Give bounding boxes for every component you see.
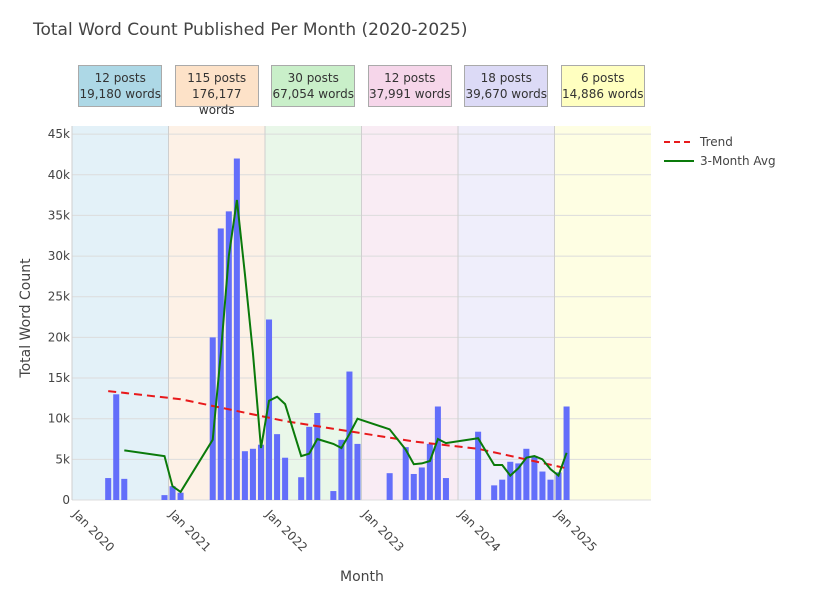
legend-avg-swatch (664, 159, 694, 162)
line-3-month-avg (124, 199, 568, 494)
legend: Trend 3-Month Avg (664, 132, 776, 170)
year-word-count: 176,177 words (191, 87, 242, 117)
year-band-2 (265, 126, 362, 500)
bar-2024-11 (539, 471, 546, 500)
bar-2020-05 (105, 478, 112, 500)
bar-2021-08 (225, 211, 232, 500)
bar-2023-08 (418, 467, 425, 500)
year-band-4 (458, 126, 555, 500)
bar-2021-11 (249, 448, 256, 500)
year-word-count: 19,180 words (79, 87, 162, 101)
y-tick-label: 25k (48, 290, 70, 304)
year-word-count: 67,054 words (272, 87, 355, 101)
legend-label-3-month-avg: 3-Month Avg (700, 153, 776, 168)
year-summary-box: 6 posts 14,886 words (560, 65, 645, 107)
bar-2023-07 (410, 473, 417, 500)
y-tick-label: 10k (48, 412, 70, 426)
chart-title: Total Word Count Published Per Month (20… (33, 20, 468, 40)
legend-trend-swatch (664, 140, 694, 143)
bar-2022-01 (266, 319, 273, 500)
bar-2024-06 (499, 479, 506, 500)
y-tick-label: 20k (48, 330, 70, 344)
bar-2021-01 (169, 486, 176, 500)
year-band-0 (72, 126, 169, 500)
bar-2022-07 (314, 413, 321, 500)
legend-item-3-month-avg[interactable]: 3-Month Avg (664, 151, 776, 170)
bar-2024-03 (475, 431, 482, 500)
bar-2022-12 (354, 443, 361, 500)
bar-2020-07 (121, 478, 128, 500)
year-summary-box: 115 posts 176,177 words (174, 65, 259, 117)
bar-2023-11 (442, 478, 449, 500)
bar-2021-02 (177, 492, 184, 500)
bar-2024-12 (547, 479, 554, 500)
bar-2020-06 (113, 394, 120, 500)
year-post-count: 115 posts (187, 71, 247, 85)
legend-item-trend[interactable]: Trend (664, 132, 776, 151)
bar-2023-10 (434, 406, 441, 500)
bar-2025-01 (555, 472, 562, 500)
bar-2022-06 (306, 426, 313, 500)
bar-2023-06 (402, 447, 409, 500)
y-tick-label: 0 (62, 493, 70, 507)
year-post-count: 18 posts (480, 71, 532, 85)
x-tick-label: Jan 2022 (262, 507, 310, 555)
year-word-count: 37,991 words (368, 87, 451, 101)
y-tick-label: 30k (48, 249, 70, 263)
legend-label-trend: Trend (700, 134, 733, 149)
year-word-count: 39,670 words (465, 87, 548, 101)
x-tick-label: Jan 2021 (166, 507, 214, 555)
bar-2024-09 (523, 448, 530, 500)
bar-2022-09 (330, 491, 337, 500)
bar-2024-07 (507, 461, 514, 500)
bar-2022-02 (274, 434, 281, 500)
y-tick-label: 45k (48, 127, 70, 141)
bar-2020-12 (161, 495, 168, 500)
y-tick-label: 40k (48, 168, 70, 182)
bar-2021-10 (241, 451, 248, 500)
x-tick-label: Jan 2020 (69, 507, 117, 555)
year-word-count: 14,886 words (561, 87, 644, 101)
year-post-count: 12 posts (384, 71, 436, 85)
y-axis-title: Total Word Count (18, 258, 34, 378)
bar-2022-10 (338, 439, 345, 500)
bar-2023-09 (426, 443, 433, 500)
y-tick-label: 35k (48, 208, 70, 222)
year-post-count: 12 posts (94, 71, 146, 85)
year-summary-box: 30 posts 67,054 words (271, 65, 356, 107)
bar-2022-05 (298, 477, 305, 500)
y-tick-label: 15k (48, 371, 70, 385)
bar-2024-08 (515, 463, 522, 500)
year-band-3 (361, 126, 458, 500)
x-tick-label: Jan 2024 (455, 507, 503, 555)
year-summary-box: 12 posts 37,991 words (367, 65, 452, 107)
y-tick-label: 5k (55, 452, 70, 466)
bar-2021-09 (233, 158, 240, 501)
bar-2021-12 (257, 444, 264, 500)
year-post-count: 30 posts (287, 71, 339, 85)
bar-2022-03 (282, 457, 289, 500)
year-summary-box: 18 posts 39,670 words (464, 65, 549, 107)
x-tick-label: Jan 2023 (359, 507, 407, 555)
bar-2021-06 (209, 337, 216, 500)
bar-2024-05 (491, 485, 498, 500)
x-tick-label: Jan 2025 (552, 507, 600, 555)
year-summary-box: 12 posts 19,180 words (78, 65, 163, 107)
year-post-count: 6 posts (580, 71, 625, 85)
bar-2023-04 (386, 473, 393, 500)
year-band-1 (168, 126, 265, 500)
year-band-5 (554, 126, 651, 500)
bar-2024-10 (531, 456, 538, 500)
x-axis-title: Month (340, 569, 384, 585)
